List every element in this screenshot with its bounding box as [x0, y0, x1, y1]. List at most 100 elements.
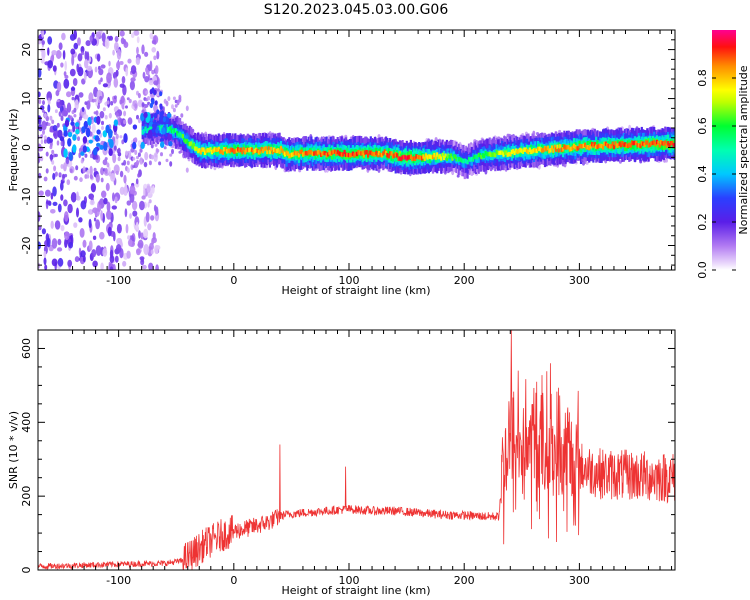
spectrogram-cell: [50, 153, 53, 162]
snr-xlabel: Height of straight line (km): [281, 584, 430, 597]
spectrogram-cell: [144, 151, 149, 161]
spectrogram-cell: [549, 142, 552, 152]
spectrogram-cell: [313, 151, 316, 156]
spectrogram-cell: [123, 119, 127, 125]
spectrogram-cell: [63, 148, 68, 158]
spectrogram-cell: [119, 99, 123, 105]
spectrogram-cell: [607, 143, 610, 149]
snr-ytick-label: 400: [20, 412, 33, 433]
spectrogram-cell: [602, 145, 605, 150]
spectrogram-cell: [343, 150, 346, 160]
spectrogram-cell: [159, 115, 163, 121]
spectrogram-cell: [82, 239, 87, 248]
spectrogram-cell: [99, 231, 105, 240]
spectrogram-cell: [585, 161, 589, 165]
spectrogram-cell: [441, 152, 444, 158]
snr-ticks: -100 0 100 200 300 0 200 400 600: [20, 329, 675, 587]
spectrogram-cell: [95, 155, 99, 160]
spectrogram-cell: [191, 139, 194, 149]
spectrogram-cell: [92, 260, 98, 268]
spectrogram-cell: [202, 147, 205, 152]
spectrogram-cell: [50, 209, 56, 214]
spectrogram-cell: [145, 90, 149, 95]
spectrogram-cell: [408, 154, 411, 160]
spectrogram-cell: [156, 91, 160, 97]
spectrogram-cell: [431, 154, 435, 159]
spectrogram-cell: [114, 41, 119, 52]
spectrogram-cell: [491, 152, 494, 157]
spectrogram-cell: [89, 35, 93, 43]
snr-marks: [38, 330, 675, 570]
spectrogram-cell: [119, 83, 125, 88]
spectrogram-cell: [130, 65, 137, 75]
spectrogram-cell: [513, 145, 516, 155]
spectrogram-cell: [113, 95, 117, 100]
spectrogram-cell: [169, 153, 173, 157]
spectrogram-cell: [85, 40, 91, 47]
spectrogram-cell: [99, 111, 105, 119]
spectrogram-cell: [308, 150, 312, 155]
spectrogram-cell: [456, 157, 459, 163]
spectrogram-cell: [58, 42, 63, 50]
colorbar-ticks: 0.0 0.2 0.4 0.6 0.8: [696, 69, 736, 279]
spectrogram-cell: [61, 32, 66, 41]
spectrogram-cell: [555, 147, 558, 152]
spectrogram-cell: [38, 225, 42, 231]
spectrogram-cell: [339, 151, 342, 157]
spectrogram-cell: [244, 150, 247, 155]
spectrogram-cell: [423, 156, 426, 161]
spectrogram-cell: [43, 250, 47, 258]
spectrogram-cell: [86, 51, 90, 62]
spectrogram-cell: [252, 145, 255, 154]
spectrogram-cell: [444, 153, 447, 158]
spectrogram-cell: [167, 96, 171, 102]
spectrogram-cell: [83, 71, 87, 81]
spectrogram-cell: [82, 136, 88, 144]
spectrogram-cell: [296, 151, 299, 156]
spectrogram-cell: [203, 150, 207, 155]
spectrogram-cell: [448, 154, 451, 160]
spectrogram-cell: [114, 255, 119, 263]
spectrogram-cell: [106, 72, 112, 84]
spectrogram-cell: [624, 142, 627, 147]
spectrogram-cell: [57, 257, 64, 267]
spectrogram-cell: [84, 50, 88, 61]
spectrogram-cell: [317, 150, 320, 155]
spectrogram-cell: [150, 113, 154, 119]
spectrogram-cell: [92, 235, 97, 240]
spectrogram-cell: [521, 149, 524, 154]
spectrogram-cell: [77, 136, 80, 142]
spectrogram-cell: [151, 237, 155, 245]
spectrogram-cell: [101, 120, 104, 126]
spectrogram-cell: [123, 110, 127, 117]
spectrogram-cell: [57, 238, 62, 246]
spectrogram-cell: [483, 153, 486, 159]
spectrogram-cell: [347, 152, 350, 158]
spectrogram-cell: [142, 264, 147, 270]
spectrogram-cell: [108, 60, 111, 67]
spectrogram-cell: [600, 143, 603, 149]
spectrogram-cell: [350, 152, 353, 158]
spectrogram-cell: [105, 182, 110, 192]
spectrogram-cell: [328, 150, 331, 155]
spectrogram-cell: [112, 264, 116, 270]
spectrogram-cell: [524, 147, 527, 152]
snr-xtick-label: -100: [106, 574, 131, 587]
spectrogram-cell: [40, 139, 44, 145]
spectrogram-cell: [183, 133, 186, 143]
spectrogram-cell: [114, 35, 119, 43]
spectrogram-cell: [147, 223, 152, 231]
spectrogram-cell: [52, 65, 57, 72]
spectrogram-cell: [387, 154, 390, 159]
spectrogram-cell: [60, 194, 64, 201]
spectrogram-cell: [43, 135, 47, 142]
spectrogram-cell: [73, 30, 77, 40]
spectrogram-cell: [465, 159, 468, 169]
snr-xtick-label: 200: [454, 574, 475, 587]
spectrogram-cell: [80, 151, 85, 156]
spectrogram-cell: [113, 119, 119, 127]
spectrogram-cell: [119, 61, 124, 65]
spectrogram-xtick-label: 200: [454, 274, 475, 287]
spectrogram-cell: [271, 149, 274, 155]
spectrogram-cell: [631, 140, 634, 145]
